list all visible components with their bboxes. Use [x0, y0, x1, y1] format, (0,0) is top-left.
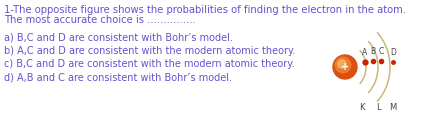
Circle shape [332, 55, 356, 79]
Circle shape [335, 57, 350, 73]
Text: The most accurate choice is ...............: The most accurate choice is ............… [4, 15, 195, 25]
Text: +: + [340, 62, 348, 72]
Text: L: L [375, 103, 379, 112]
Text: c) B,C and D are consistent with the modern atomic theory.: c) B,C and D are consistent with the mod… [4, 59, 294, 69]
Text: a) B,C and D are consistent with Bohr’s model.: a) B,C and D are consistent with Bohr’s … [4, 32, 232, 42]
Text: 1-The opposite figure shows the probabilities of finding the electron in the ato: 1-The opposite figure shows the probabil… [4, 5, 405, 15]
Text: d) A,B and C are consistent with Bohr’s model.: d) A,B and C are consistent with Bohr’s … [4, 72, 231, 82]
Circle shape [337, 60, 345, 68]
Text: C: C [378, 47, 383, 56]
Text: K: K [358, 103, 364, 112]
Text: A: A [362, 48, 367, 57]
Text: M: M [388, 103, 396, 112]
Text: b) A,C and D are consistent with the modern atomic theory.: b) A,C and D are consistent with the mod… [4, 46, 295, 56]
Text: B: B [370, 47, 375, 56]
Text: D: D [389, 48, 395, 57]
